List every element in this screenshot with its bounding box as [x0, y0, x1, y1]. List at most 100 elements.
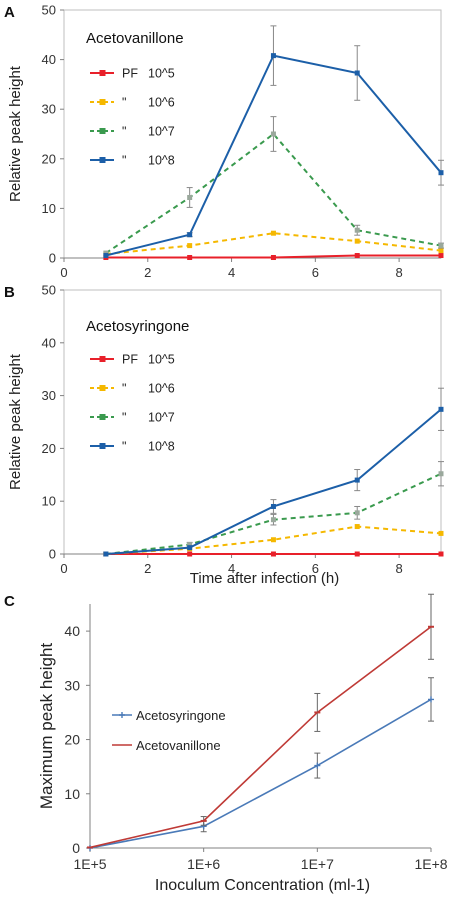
legend-marker	[99, 157, 106, 163]
legend-label: Acetovanillone	[136, 738, 221, 753]
data-point	[438, 253, 444, 259]
x-axis-label: Inoculum Concentration (ml-1)	[155, 877, 370, 894]
data-point	[270, 517, 276, 523]
data-point	[438, 471, 444, 477]
data-point	[270, 131, 276, 137]
data-point	[438, 248, 444, 254]
series-line	[105, 132, 442, 254]
legend-prefix: "	[122, 382, 126, 396]
y-tick-label: 10	[42, 494, 56, 509]
data-point	[187, 232, 193, 238]
legend-marker	[99, 128, 106, 134]
data-point	[187, 243, 193, 249]
legend-label: 10^8	[148, 154, 175, 168]
data-point	[187, 551, 193, 557]
x-tick-label: 6	[312, 265, 319, 280]
x-axis-label: Time after infection (h)	[190, 570, 340, 587]
x-tick-label: 0	[60, 561, 67, 576]
data-point	[354, 524, 360, 530]
data-point	[270, 230, 276, 236]
legend-prefix: PF	[122, 67, 138, 81]
y-tick-label: 0	[49, 547, 56, 562]
chart-title: Acetovanillone	[86, 30, 184, 47]
legend-label: 10^6	[148, 96, 175, 110]
data-point	[187, 545, 193, 551]
data-point	[354, 510, 360, 516]
x-tick-label: 1E+7	[301, 856, 334, 872]
legend-prefix: PF	[122, 353, 138, 367]
y-tick-label: 0	[72, 840, 80, 856]
legend-marker	[99, 443, 106, 449]
panel-label: B	[4, 284, 15, 301]
data-point	[438, 243, 444, 249]
data-point	[270, 537, 276, 543]
data-point	[428, 696, 434, 703]
data-point	[354, 253, 360, 259]
data-point	[438, 551, 444, 557]
legend-label: 10^8	[148, 440, 175, 454]
y-tick-label: 30	[42, 388, 56, 403]
data-point	[438, 406, 444, 412]
data-point	[354, 70, 360, 76]
x-tick-label: 4	[228, 265, 235, 280]
x-tick-label: 4	[228, 561, 235, 576]
panel-label: A	[4, 4, 15, 21]
legend-marker	[99, 385, 106, 391]
legend-label: 10^5	[148, 353, 175, 367]
x-tick-label: 8	[395, 561, 402, 576]
legend-marker	[99, 70, 106, 76]
series-line	[89, 626, 432, 849]
y-tick-label: 20	[64, 732, 80, 748]
panel-label: C	[4, 593, 15, 610]
data-point	[438, 530, 444, 536]
y-tick-label: 40	[42, 52, 56, 67]
y-tick-label: 20	[42, 441, 56, 456]
legend-label: Acetosyringone	[136, 708, 226, 723]
data-point	[314, 762, 321, 769]
data-point	[270, 503, 276, 509]
data-point	[354, 477, 360, 483]
data-point	[187, 194, 193, 200]
y-tick-label: 10	[64, 786, 80, 802]
y-tick-label: 0	[49, 251, 56, 266]
data-point	[270, 551, 276, 557]
legend-prefix: "	[122, 96, 126, 110]
x-tick-label: 1E+6	[187, 856, 220, 872]
legend-marker	[99, 356, 106, 362]
data-point	[187, 541, 193, 547]
series-line	[89, 698, 432, 849]
legend-marker	[119, 712, 125, 718]
y-tick-label: 50	[42, 3, 56, 18]
series-line	[105, 232, 442, 256]
legend-label: 10^7	[148, 411, 175, 425]
data-point	[354, 238, 360, 244]
x-tick-label: 0	[60, 265, 67, 280]
data-point	[354, 551, 360, 557]
data-point	[103, 551, 109, 557]
data-point	[270, 53, 276, 59]
data-point	[103, 253, 109, 259]
y-tick-label: 40	[42, 335, 56, 350]
x-tick-label: 6	[312, 561, 319, 576]
legend-prefix: "	[122, 125, 126, 139]
legend-marker	[99, 99, 106, 105]
x-tick-label: 1E+5	[73, 856, 106, 872]
series-line	[105, 408, 442, 555]
chart-title: Acetosyringone	[86, 318, 189, 335]
y-tick-label: 30	[64, 677, 80, 693]
x-tick-label: 2	[144, 265, 151, 280]
data-point	[270, 255, 276, 261]
data-point	[354, 227, 360, 233]
y-tick-label: 30	[42, 102, 56, 117]
y-tick-label: 10	[42, 201, 56, 216]
x-tick-label: 2	[144, 561, 151, 576]
y-tick-label: 50	[42, 283, 56, 298]
y-axis-label: Relative peak height	[7, 65, 24, 202]
y-axis-label: Relative peak height	[7, 353, 24, 490]
legend-marker	[99, 414, 106, 420]
y-axis-label: Maximum peak height	[37, 643, 56, 810]
data-point	[438, 170, 444, 176]
x-tick-label: 8	[395, 265, 402, 280]
plot-frame	[63, 9, 442, 259]
